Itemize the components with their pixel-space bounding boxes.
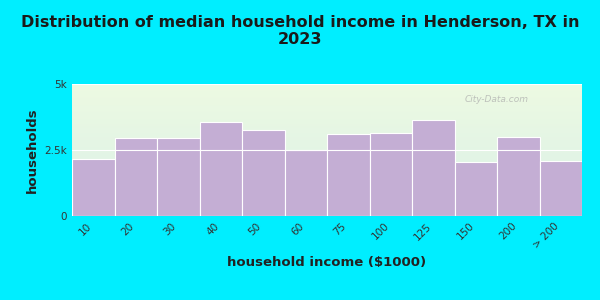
Bar <box>72 159 115 216</box>
Bar <box>412 120 455 216</box>
Text: Distribution of median household income in Henderson, TX in
2023: Distribution of median household income … <box>21 15 579 47</box>
Bar <box>539 160 582 216</box>
Bar <box>497 137 539 216</box>
Bar <box>199 122 242 216</box>
Bar <box>327 134 370 216</box>
Bar <box>455 162 497 216</box>
Bar <box>370 133 412 216</box>
Bar <box>157 138 199 216</box>
Bar <box>115 138 157 216</box>
Bar <box>284 150 327 216</box>
X-axis label: household income ($1000): household income ($1000) <box>227 256 427 269</box>
Bar <box>242 130 284 216</box>
Text: City-Data.com: City-Data.com <box>465 94 529 103</box>
Y-axis label: households: households <box>26 107 39 193</box>
